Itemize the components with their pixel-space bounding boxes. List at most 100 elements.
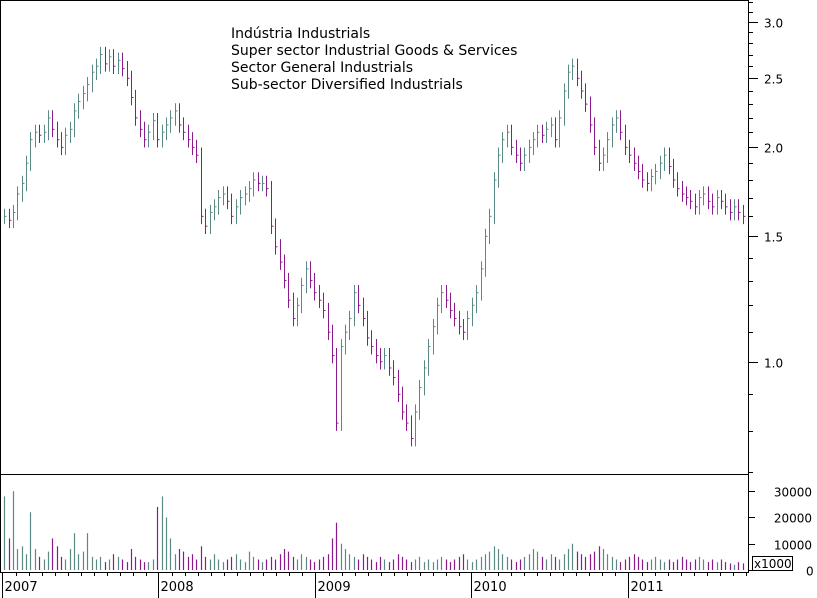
volume-unit-box <box>752 556 793 571</box>
price-bar <box>708 186 711 210</box>
price-bar <box>227 186 230 210</box>
price-bar <box>590 96 593 133</box>
price-bar <box>555 117 558 148</box>
price-bar <box>581 70 584 99</box>
price-bar <box>301 277 304 314</box>
price-bar <box>380 347 383 370</box>
price-bar <box>384 347 387 370</box>
price-bar <box>651 168 654 192</box>
price-bar <box>524 147 527 172</box>
price-bar <box>323 292 326 319</box>
price-bar <box>419 379 422 420</box>
price-bar <box>568 64 571 99</box>
price-bar <box>363 297 366 327</box>
price-bar <box>349 310 352 341</box>
price-bar <box>599 139 602 172</box>
price-bar <box>253 172 256 197</box>
price-bar <box>494 172 497 225</box>
price-bar <box>371 330 374 355</box>
price-bar <box>717 189 720 215</box>
price-bar <box>13 204 16 229</box>
title-line-sector: Sector General Industrials <box>231 60 413 76</box>
price-bar <box>109 49 112 72</box>
price-bar <box>179 103 182 133</box>
price-bar <box>266 175 269 197</box>
price-bar <box>48 110 51 141</box>
price-bar <box>603 147 606 172</box>
price-tick-label: 2.0 <box>764 142 783 156</box>
price-bar <box>551 117 554 138</box>
price-bar <box>572 58 575 81</box>
price-bar <box>271 181 274 235</box>
price-bar <box>511 124 514 156</box>
price-bar <box>345 324 348 355</box>
price-bar <box>105 46 108 72</box>
price-bar <box>699 189 702 215</box>
price-bar <box>376 338 379 364</box>
year-label: 2008 <box>161 580 194 595</box>
price-bar <box>459 310 462 335</box>
price-bar <box>664 147 667 172</box>
price-bar <box>616 110 619 133</box>
price-bar <box>131 70 134 106</box>
price-bar <box>196 139 199 164</box>
price-bar <box>402 386 405 420</box>
price-bar <box>336 347 339 431</box>
volume-tick-label: 10000 <box>774 539 812 553</box>
price-bar <box>634 147 637 172</box>
price-bar <box>210 204 213 235</box>
price-bar <box>607 132 610 164</box>
price-bar <box>564 83 567 126</box>
price-bar <box>520 147 523 172</box>
price-axis: 1.0 1.5 2.0 2.5 3.0 <box>749 2 783 473</box>
volume-tick-label: 0 <box>806 565 814 579</box>
price-bar <box>310 261 313 289</box>
price-bar <box>489 208 492 245</box>
price-bar <box>44 124 47 144</box>
price-bar <box>441 285 444 314</box>
price-bar <box>529 139 532 164</box>
price-bar <box>127 60 130 87</box>
price-bar <box>516 139 519 164</box>
price-bar <box>354 285 357 327</box>
price-bar <box>140 110 143 138</box>
price-bar <box>734 199 737 221</box>
price-bar <box>655 163 658 185</box>
price-bar <box>730 199 733 221</box>
price-bar <box>236 199 239 225</box>
title-line-super-sector: Super sector Industrial Goods & Services <box>231 43 517 59</box>
price-bar <box>262 175 265 192</box>
price-bar <box>406 404 409 431</box>
price-bar <box>328 302 331 341</box>
price-bar <box>113 49 116 75</box>
price-bar <box>9 208 12 229</box>
price-bar <box>74 103 77 138</box>
price-bar <box>35 124 38 148</box>
price-bar <box>454 302 457 327</box>
price-bar <box>205 208 208 235</box>
price-bar <box>620 110 623 141</box>
price-bar <box>725 193 728 215</box>
price-bar <box>367 310 370 346</box>
price-bar <box>476 285 479 314</box>
price-bar <box>507 124 510 148</box>
price-bar <box>214 199 217 221</box>
price-bar <box>712 193 715 215</box>
volume-tick-label: 20000 <box>774 512 812 526</box>
price-bar <box>358 285 361 314</box>
price-bar <box>314 272 317 301</box>
price-bar <box>148 124 151 148</box>
price-bar <box>57 121 60 148</box>
price-bar <box>472 297 475 327</box>
price-bar <box>467 310 470 341</box>
price-bar <box>275 218 278 255</box>
price-bar <box>673 158 676 188</box>
price-bar <box>695 193 698 215</box>
volume-axis: 0 10000 20000 30000 <box>749 486 814 579</box>
price-bar <box>96 58 99 81</box>
volume-bar-series <box>3 491 745 570</box>
volume-tick-label: 30000 <box>774 486 812 500</box>
price-bar <box>231 193 234 225</box>
price-bar <box>52 110 55 138</box>
